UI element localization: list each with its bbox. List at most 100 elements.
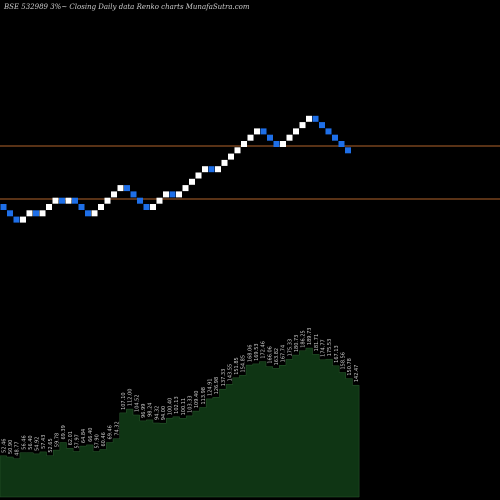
renko-brick-up: [215, 166, 221, 173]
area-value-label: 189.73: [307, 328, 313, 346]
renko-brick-down: [260, 128, 267, 135]
renko-brick-down: [319, 122, 325, 129]
area-value-label: 186.25: [301, 330, 307, 348]
area-value-label: 56.40: [28, 435, 34, 449]
renko-brick-up: [247, 134, 254, 141]
renko-brick-down: [143, 204, 150, 210]
renko-brick-up: [306, 115, 312, 122]
area-value-label: 59.78: [55, 433, 61, 447]
area-value-label: 113.98: [201, 387, 207, 405]
area-value-label: 158.56: [340, 352, 346, 370]
renko-brick-down: [312, 115, 319, 122]
area-value-label: 181.71: [314, 334, 320, 352]
area-value-label: 54.92: [35, 437, 41, 451]
renko-brick-down: [72, 197, 78, 204]
area-value-label: 137.33: [221, 369, 227, 387]
renko-brick-up: [150, 204, 156, 210]
renko-brick-up: [117, 185, 124, 192]
area-value-label: 100.40: [168, 398, 174, 416]
area-value-label: 57.90: [94, 434, 100, 448]
renko-brick-up: [299, 122, 306, 129]
area-value-label: 103.33: [188, 395, 194, 413]
area-value-label: 60.46: [101, 432, 107, 446]
renko-brick-up: [163, 191, 169, 198]
renko-brick-down: [273, 141, 280, 147]
renko-brick-down: [0, 204, 7, 210]
area-value-label: 167.13: [334, 345, 340, 363]
renko-brick-up: [241, 141, 247, 147]
area-series: [0, 347, 360, 498]
area-value-label: 167.74: [281, 345, 287, 363]
area-value-label: 169.53: [254, 343, 260, 361]
area-value-label: 107.10: [121, 392, 127, 410]
area-value-label: 56.46: [21, 435, 27, 449]
renko-brick-up: [254, 128, 260, 135]
area-value-label: 69.39: [61, 425, 67, 439]
area-value-label: 143.55: [227, 364, 233, 382]
renko-brick-up: [91, 210, 98, 217]
renko-brick-down: [267, 134, 273, 141]
renko-brick-down: [33, 210, 39, 217]
renko-brick-down: [338, 141, 345, 147]
renko-brick-down: [78, 204, 85, 210]
area-value-label: 175.33: [287, 339, 293, 357]
area-value-label: 52.46: [1, 438, 7, 452]
renko-brick-down: [325, 128, 332, 135]
renko-brick-up: [228, 153, 234, 160]
renko-brick-up: [189, 178, 195, 185]
area-value-label: 94.32: [154, 406, 160, 420]
renko-brick-down: [345, 147, 351, 154]
renko-brick-down: [169, 191, 176, 198]
renko-brick-up: [111, 191, 117, 198]
area-value-label: 154.85: [241, 355, 247, 373]
renko-brick-up: [39, 210, 46, 217]
renko-brick-up: [286, 134, 293, 141]
area-value-label: 94.00: [161, 406, 167, 420]
chart-title: BSE 532989 3%~ Closing Daily data Renko …: [4, 3, 250, 11]
renko-brick-up: [293, 128, 299, 135]
renko-brick-up: [221, 159, 228, 166]
area-value-label: 102.13: [174, 396, 180, 414]
renko-brick-up: [98, 204, 104, 210]
area-value-label: 74.32: [114, 421, 120, 435]
area-value-label: 150.78: [347, 358, 353, 376]
area-value-label: 175.53: [327, 339, 333, 357]
area-value-label: 100.11: [181, 398, 187, 416]
renko-brick-up: [104, 197, 111, 204]
area-value-label: 112.00: [128, 389, 134, 407]
area-value-label: 104.52: [134, 394, 140, 412]
renko-brick-up: [46, 204, 52, 210]
renko-brick-down: [137, 197, 143, 204]
area-value-label: 124.91: [207, 378, 213, 396]
renko-brick-up: [280, 141, 286, 147]
area-value-label: 57.43: [41, 435, 47, 449]
area-value-label: 62.01: [68, 431, 74, 445]
area-value-label: 151.85: [234, 357, 240, 375]
area-value-label: 52.65: [48, 438, 54, 452]
renko-brick-up: [20, 216, 26, 223]
area-value-label: 98.24: [148, 403, 154, 417]
area-value-label: 168.06: [247, 345, 253, 363]
renko-brick-down: [59, 197, 65, 204]
area-value-label: 174.77: [321, 339, 327, 357]
renko-brick-down: [7, 210, 13, 217]
area-value-label: 109.40: [194, 391, 200, 409]
area-value-label: 172.46: [261, 341, 267, 359]
renko-brick-down: [85, 210, 91, 217]
area-value-label: 180.73: [294, 335, 300, 353]
renko-brick-down: [13, 216, 20, 223]
area-value-label: 50.90: [8, 440, 14, 454]
renko-brick-down: [332, 134, 338, 141]
renko-brick-down: [208, 166, 215, 173]
area-value-label: 66.40: [88, 428, 94, 442]
renko-brick-up: [234, 147, 241, 154]
renko-brick-up: [195, 172, 202, 179]
renko-brick-up: [182, 185, 189, 192]
renko-brick-down: [124, 185, 130, 192]
renko-brick-up: [176, 191, 182, 198]
renko-brick-up: [65, 197, 72, 204]
renko-brick-down: [130, 191, 137, 198]
renko-brick-up: [156, 197, 163, 204]
renko-brick-up: [52, 197, 59, 204]
